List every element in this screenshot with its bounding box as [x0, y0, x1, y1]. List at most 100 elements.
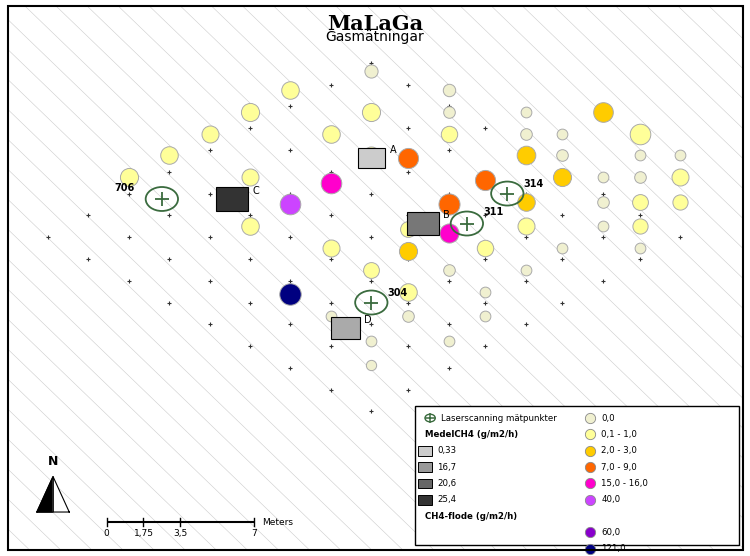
- Point: [634, 222, 646, 231]
- Point: [584, 479, 596, 488]
- Point: [365, 336, 377, 345]
- Point: [442, 336, 454, 345]
- Point: [674, 197, 686, 206]
- Text: 15,0 - 16,0: 15,0 - 16,0: [602, 479, 648, 488]
- Point: [520, 107, 532, 116]
- Point: [325, 129, 337, 138]
- Bar: [358, 148, 385, 168]
- Text: 7,0 - 9,0: 7,0 - 9,0: [602, 463, 638, 471]
- Text: Laserscanning mätpunkter: Laserscanning mätpunkter: [441, 414, 557, 423]
- Point: [479, 312, 491, 321]
- Text: 0,0: 0,0: [602, 414, 615, 423]
- Point: [204, 129, 216, 138]
- Point: [442, 129, 454, 138]
- Point: [284, 290, 296, 299]
- Point: [634, 151, 646, 160]
- Point: [402, 153, 414, 162]
- Point: [164, 151, 176, 160]
- Text: 2,0 - 3,0: 2,0 - 3,0: [602, 446, 638, 455]
- Point: [365, 151, 377, 160]
- Point: [634, 129, 646, 138]
- Point: [584, 544, 596, 553]
- Point: [520, 151, 532, 160]
- Point: [284, 200, 296, 209]
- Point: [556, 129, 568, 138]
- Text: 0,33: 0,33: [437, 446, 457, 455]
- Bar: [406, 211, 439, 236]
- Point: [520, 129, 532, 138]
- Text: 25,4: 25,4: [437, 495, 457, 504]
- Point: [365, 107, 377, 116]
- Point: [584, 430, 596, 439]
- Text: 40,0: 40,0: [602, 495, 620, 504]
- Bar: [419, 479, 431, 488]
- Text: 0: 0: [104, 529, 110, 538]
- Point: [402, 246, 414, 255]
- Point: [479, 244, 491, 252]
- Point: [556, 151, 568, 160]
- Text: 60,0: 60,0: [602, 528, 620, 537]
- Point: [634, 244, 646, 252]
- Point: [674, 151, 686, 160]
- Point: [325, 244, 337, 252]
- Point: [584, 463, 596, 471]
- Text: MaLaGa: MaLaGa: [327, 14, 423, 34]
- Point: [284, 86, 296, 95]
- Text: 706: 706: [114, 183, 134, 193]
- Point: [674, 173, 686, 182]
- Point: [402, 312, 414, 321]
- Point: [325, 312, 337, 321]
- Text: 311: 311: [483, 207, 503, 217]
- Text: 3,5: 3,5: [173, 529, 188, 538]
- Point: [365, 265, 377, 274]
- Text: 314: 314: [524, 179, 544, 189]
- Point: [123, 173, 135, 182]
- Point: [597, 222, 609, 231]
- Bar: [416, 406, 739, 545]
- Text: MedelCH4 (g/m2/h): MedelCH4 (g/m2/h): [425, 430, 518, 439]
- Point: [520, 222, 532, 231]
- Point: [244, 222, 256, 231]
- Point: [244, 173, 256, 182]
- Point: [402, 287, 414, 296]
- Bar: [215, 187, 248, 211]
- Text: 121,0: 121,0: [602, 544, 626, 553]
- Text: 16,7: 16,7: [437, 463, 457, 471]
- Point: [634, 173, 646, 182]
- Point: [365, 361, 377, 370]
- Polygon shape: [53, 476, 69, 512]
- Text: 7: 7: [251, 529, 257, 538]
- Point: [597, 107, 609, 116]
- Point: [634, 197, 646, 206]
- Point: [597, 173, 609, 182]
- Bar: [419, 495, 431, 505]
- Point: [584, 414, 596, 423]
- Point: [520, 265, 532, 274]
- Point: [479, 287, 491, 296]
- Text: CH4-flode (g/m2/h): CH4-flode (g/m2/h): [425, 512, 517, 520]
- Bar: [331, 317, 360, 339]
- Text: N: N: [48, 455, 58, 469]
- Point: [584, 446, 596, 455]
- Point: [365, 67, 377, 76]
- Bar: [419, 462, 431, 472]
- Point: [442, 265, 454, 274]
- Point: [402, 225, 414, 234]
- Point: [584, 528, 596, 537]
- Point: [597, 197, 609, 206]
- Point: [442, 107, 454, 116]
- Point: [556, 173, 568, 182]
- Text: 304: 304: [388, 288, 408, 298]
- Point: [325, 178, 337, 187]
- Point: [442, 200, 454, 209]
- Text: A: A: [390, 145, 396, 155]
- Text: B: B: [443, 210, 450, 220]
- Point: [479, 176, 491, 185]
- Text: D: D: [364, 315, 371, 325]
- Point: [244, 107, 256, 116]
- Point: [520, 197, 532, 206]
- Point: [442, 86, 454, 95]
- Point: [584, 495, 596, 504]
- Bar: [419, 446, 431, 455]
- Text: Meters: Meters: [262, 518, 293, 527]
